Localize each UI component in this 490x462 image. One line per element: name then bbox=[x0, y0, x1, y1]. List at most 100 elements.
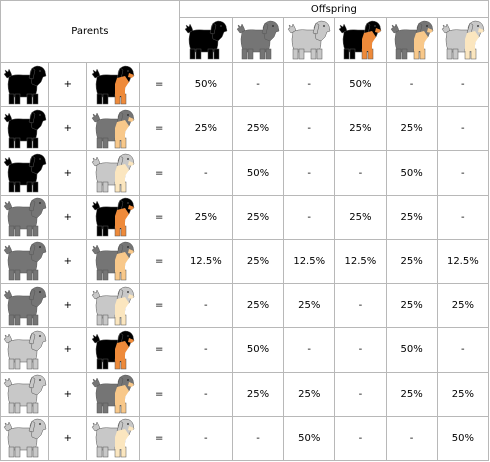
parent-1-cell bbox=[0, 61, 50, 108]
table-row: + = -25% 25% -25% 25% bbox=[0, 371, 490, 417]
table-row: + = -50% - -50% - bbox=[0, 327, 490, 373]
parent-2-cell bbox=[86, 371, 140, 417]
parent-1-cell bbox=[0, 327, 50, 373]
parent-2-cell bbox=[86, 283, 140, 329]
percent-cell: 25% bbox=[231, 106, 285, 152]
percent-cell: - bbox=[178, 327, 233, 373]
plus-symbol: + bbox=[48, 371, 88, 417]
parent-1-cell bbox=[0, 238, 50, 285]
light-gray-dog-icon bbox=[3, 374, 46, 414]
percent-cell: - bbox=[436, 106, 490, 152]
percent-cell: - bbox=[283, 61, 336, 108]
percent-cell: - bbox=[178, 283, 233, 329]
black-tan-dog-icon bbox=[339, 20, 382, 60]
dark-gray-dog-icon bbox=[236, 20, 280, 60]
percent-cell: - bbox=[385, 415, 438, 462]
equals-symbol: = bbox=[138, 415, 180, 462]
percent-cell: - bbox=[334, 371, 387, 417]
percent-cell: - bbox=[283, 150, 336, 196]
black-tan-dog-icon bbox=[91, 198, 135, 237]
table-row: + = -50% - -50% - bbox=[0, 150, 490, 196]
percent-cell: 25% bbox=[231, 371, 285, 417]
parent-2-cell bbox=[86, 415, 140, 462]
percent-cell: 50% bbox=[334, 61, 387, 108]
parent-2-cell bbox=[86, 61, 140, 108]
percent-cell: 25% bbox=[334, 194, 387, 240]
offspring-type-cream-tan bbox=[436, 17, 490, 63]
table-row: + = 50% - -50% - - bbox=[0, 61, 490, 108]
percent-cell: 25% bbox=[385, 283, 438, 329]
offspring-type-black-tan bbox=[334, 17, 387, 63]
plus-symbol: + bbox=[48, 415, 88, 462]
percent-cell: - bbox=[178, 150, 233, 196]
plus-symbol: + bbox=[48, 106, 88, 152]
percent-cell: 25% bbox=[385, 371, 438, 417]
dark-gray-dog-icon bbox=[3, 242, 46, 281]
parent-1-cell bbox=[0, 371, 50, 417]
cream-tan-dog-icon bbox=[91, 419, 135, 458]
percent-cell: - bbox=[231, 61, 285, 108]
percent-cell: - bbox=[436, 61, 490, 108]
percent-cell: 50% bbox=[385, 327, 438, 373]
plus-symbol: + bbox=[48, 327, 88, 373]
parent-1-cell bbox=[0, 283, 50, 329]
parent-1-cell bbox=[0, 106, 50, 152]
percent-cell: 25% bbox=[436, 283, 490, 329]
light-gray-dog-icon bbox=[3, 419, 46, 458]
percent-cell: - bbox=[283, 194, 336, 240]
percent-cell: 25% bbox=[231, 238, 285, 285]
percent-cell: 50% bbox=[436, 415, 490, 462]
cream-tan-dog-icon bbox=[91, 153, 135, 193]
equals-symbol: = bbox=[138, 61, 180, 108]
dark-gray-dog-icon bbox=[3, 198, 46, 237]
plus-symbol: + bbox=[48, 194, 88, 240]
parent-2-cell bbox=[86, 150, 140, 196]
percent-cell: 50% bbox=[283, 415, 336, 462]
plus-symbol: + bbox=[48, 283, 88, 329]
percent-cell: 25% bbox=[231, 194, 285, 240]
parent-2-cell bbox=[86, 106, 140, 152]
light-gray-dog-icon bbox=[3, 330, 46, 370]
equals-symbol: = bbox=[138, 106, 180, 152]
parent-2-cell bbox=[86, 238, 140, 285]
percent-cell: - bbox=[334, 415, 387, 462]
parents-header: Parents bbox=[0, 0, 180, 63]
percent-cell: 25% bbox=[385, 194, 438, 240]
percent-cell: - bbox=[178, 371, 233, 417]
table-row: + = 12.5% 25% 12.5% 12.5% 25% 12.5% bbox=[0, 238, 490, 285]
plus-symbol: + bbox=[48, 61, 88, 108]
table-row: + = - -50% - -50% bbox=[0, 415, 490, 462]
table-row: + = 25% 25% -25% 25% - bbox=[0, 194, 490, 240]
dark-gray-dog-icon bbox=[3, 286, 46, 325]
percent-cell: 50% bbox=[231, 150, 285, 196]
percent-cell: 12.5% bbox=[178, 238, 233, 285]
black-dog-icon bbox=[184, 20, 228, 60]
table-row: + = 25% 25% -25% 25% - bbox=[0, 106, 490, 152]
plus-symbol: + bbox=[48, 150, 88, 196]
percent-cell: - bbox=[334, 327, 387, 373]
percent-cell: - bbox=[385, 61, 438, 108]
percent-cell: 12.5% bbox=[283, 238, 336, 285]
plus-symbol: + bbox=[48, 238, 88, 285]
gray-tan-dog-icon bbox=[390, 20, 433, 60]
percent-cell: - bbox=[231, 415, 285, 462]
equals-symbol: = bbox=[138, 150, 180, 196]
equals-symbol: = bbox=[138, 238, 180, 285]
equals-symbol: = bbox=[138, 327, 180, 373]
percent-cell: - bbox=[283, 327, 336, 373]
percent-cell: 25% bbox=[178, 106, 233, 152]
percent-cell: - bbox=[436, 327, 490, 373]
percent-cell: 50% bbox=[178, 61, 233, 108]
parent-2-cell bbox=[86, 327, 140, 373]
percent-cell: 25% bbox=[178, 194, 233, 240]
table-row: + = -25% 25% -25% 25% bbox=[0, 283, 490, 329]
cream-tan-dog-icon bbox=[441, 20, 485, 60]
percent-cell: 25% bbox=[334, 106, 387, 152]
percent-cell: 25% bbox=[283, 371, 336, 417]
offspring-type-gray-tan bbox=[385, 17, 438, 63]
percent-cell: 50% bbox=[231, 327, 285, 373]
percent-cell: - bbox=[283, 106, 336, 152]
gray-tan-dog-icon bbox=[91, 109, 135, 149]
percent-cell: 25% bbox=[283, 283, 336, 329]
